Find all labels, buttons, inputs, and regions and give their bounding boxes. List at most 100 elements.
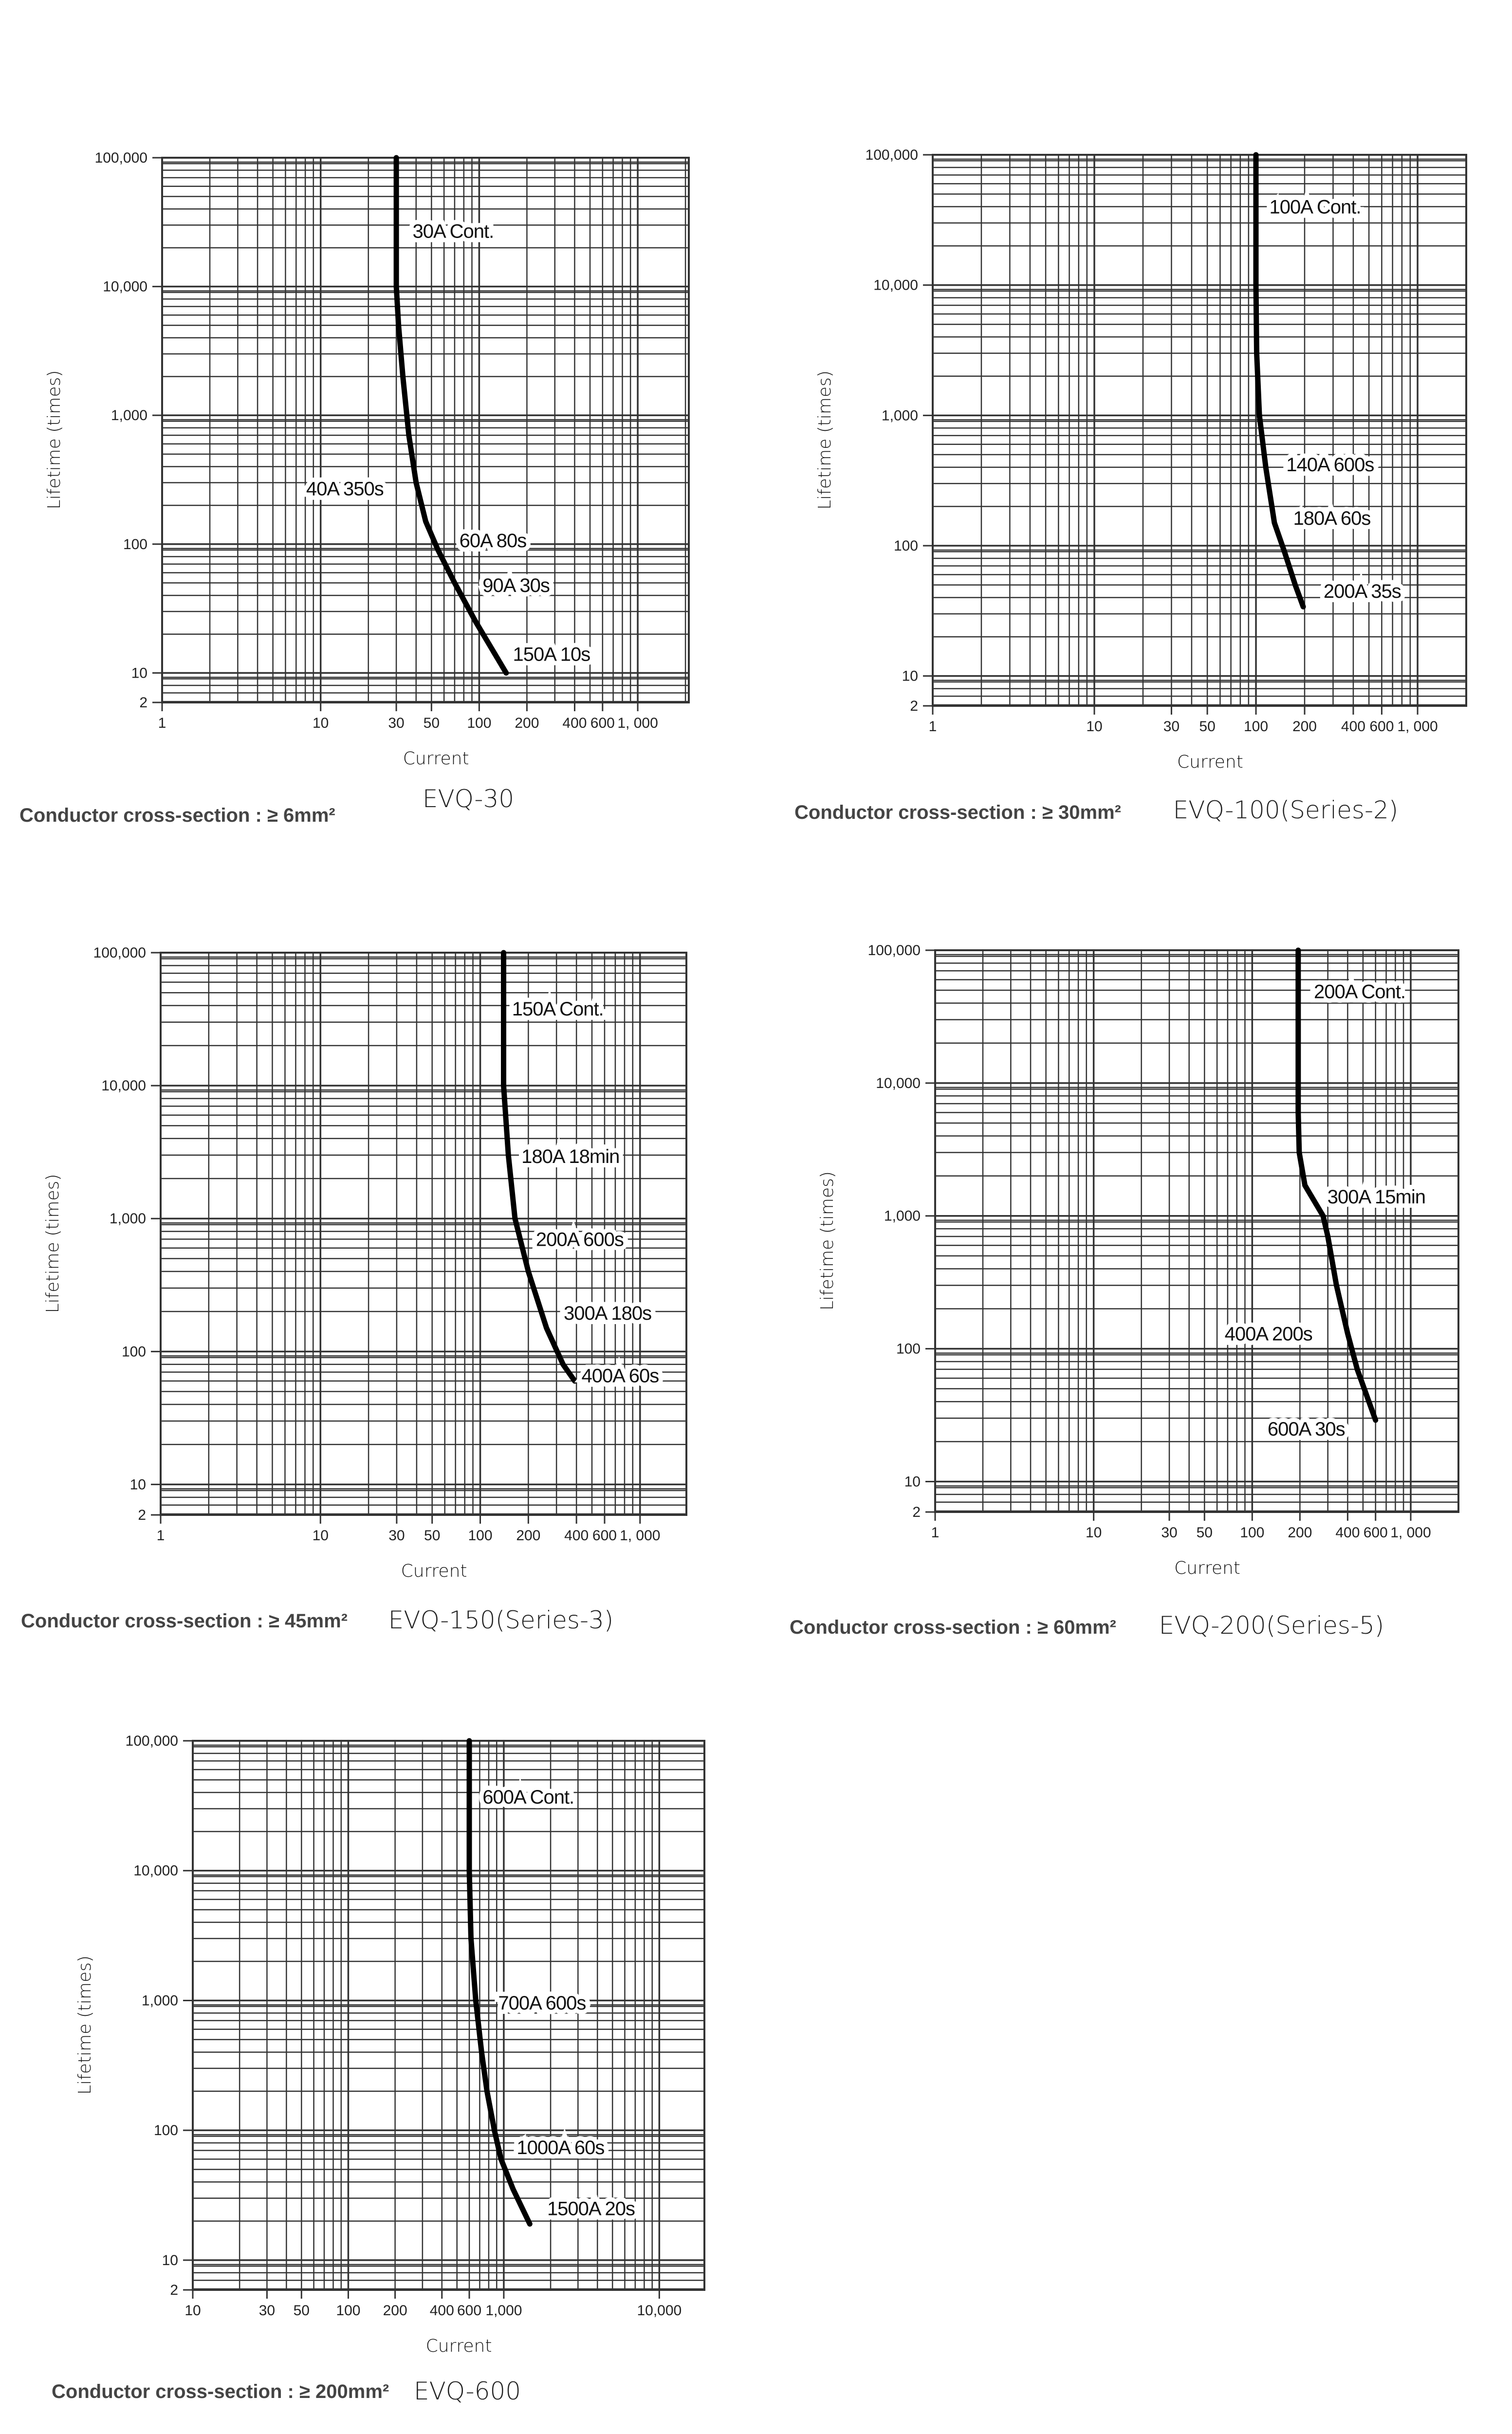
annotation-label: 400A 60s [581,1365,659,1387]
y-tick-label: 100,000 [868,942,921,959]
chart-title: EVQ-100(Series-2) [1173,796,1399,824]
annotation-label: 600A Cont. [482,1787,574,1808]
y-tick-label: 10,000 [876,1075,921,1091]
x-tick-label: 50 [1197,1525,1213,1541]
y-tick-label: 2 [910,698,918,714]
x-axis-title: Current [401,1561,467,1581]
x-tick-label: 600 [592,1528,617,1544]
annotation-label: 300A 180s [564,1303,651,1324]
x-tick-label: 1 [158,715,166,731]
y-tick-label: 1,000 [111,407,148,424]
y-tick-label: 1,000 [882,407,918,424]
x-tick-label: 400 [1341,719,1365,735]
x-tick-label: 600 [457,2303,481,2319]
x-tick-label: 50 [294,2303,310,2319]
plot-frame [161,157,690,703]
annotation-label: 150A Cont. [512,998,604,1020]
conductor-caption: Conductor cross-section : ≥ 6mm² [19,805,335,826]
x-tick-label: 50 [424,715,440,731]
x-tick-label: 200 [1292,719,1317,735]
y-tick-label: 10 [131,665,148,681]
x-tick-label: 100 [467,715,491,731]
y-tick-label: 100,000 [95,150,148,166]
series-line-EVQ-100 [1253,152,1306,609]
grid [932,154,1467,706]
x-tick-label: 100 [1244,719,1268,735]
annotation-label: 1500A 20s [547,2198,635,2220]
x-tick-label: 1, 000 [1397,719,1438,735]
chart-3: 100,000 10,000 1,000 100 10 21 10 30 50 100 200 400… [21,945,687,1634]
annotation-label: 400A 200s [1225,1324,1312,1345]
y-tick-label: 10,000 [133,1863,178,1879]
x-tick-label: 600 [1364,1525,1388,1541]
y-tick-label: 100,000 [866,147,918,163]
chart-2: 100,000 10,000 1,000 100 10 21 10 30 50 100 200 400… [794,147,1467,824]
plot-frame [160,952,687,1516]
chart-1: 100,000 10,000 1,000 100 10 21 10 30 50 100 200 400… [19,150,690,826]
grid [934,949,1459,1512]
x-tick-label: 1, 000 [617,715,658,731]
annotation-label: 140A 600s [1286,454,1374,476]
series-line-EVQ-30 [393,155,509,676]
annotation-label: 700A 600s [498,1992,586,2014]
y-tick-label: 2 [912,1504,921,1520]
chart-title: EVQ-600 [414,2377,521,2405]
annotation-label: 180A 60s [1293,508,1371,529]
conductor-caption: Conductor cross-section : ≥ 30mm² [794,802,1121,823]
y-tick-label: 10 [904,1474,921,1490]
y-tick-label: 10 [162,2252,178,2268]
x-tick-label: 10 [184,2303,201,2319]
plot-frame [934,949,1459,1513]
series-line-EVQ-200 [1295,947,1379,1423]
annotation-label: 40A 350s [306,479,384,500]
x-tick-label: 30 [259,2303,275,2319]
x-tick-label: 1, 000 [620,1528,660,1544]
conductor-caption: Conductor cross-section : ≥ 200mm² [52,2381,389,2402]
conductor-caption: Conductor cross-section : ≥ 60mm² [790,1617,1116,1638]
x-tick-label: 200 [515,715,539,731]
x-tick-label: 1, 000 [1390,1525,1431,1541]
x-tick-label: 400 [564,1528,589,1544]
x-tick-label: 10 [313,1528,329,1544]
annotation-label: 60A 80s [460,530,527,552]
y-tick-label: 100,000 [126,1733,178,1749]
x-tick-label: 200 [383,2303,407,2319]
conductor-caption: Conductor cross-section : ≥ 45mm² [21,1610,348,1632]
annotation-label: 200A 600s [536,1229,624,1251]
y-axis-title: Lifetime (times) [44,370,64,510]
annotation-label: 150A 10s [513,644,590,665]
y-tick-label: 10 [902,668,918,684]
x-tick-label: 10 [313,715,329,731]
x-tick-label: 100 [336,2303,360,2319]
x-tick-label: 10,000 [637,2303,682,2319]
y-tick-label: 10,000 [101,1078,146,1094]
y-tick-label: 100 [123,536,148,553]
x-tick-label: 600 [1369,719,1394,735]
x-tick-label: 100 [468,1528,492,1544]
y-tick-label: 10 [130,1476,146,1493]
chart-title: EVQ-30 [423,785,514,813]
x-axis-title: Current [426,2336,492,2356]
x-tick-label: 10 [1086,719,1102,735]
x-tick-label: 30 [388,1528,405,1544]
x-tick-label: 200 [516,1528,540,1544]
y-tick-label: 1,000 [142,1992,178,2009]
annotation-label: 100A Cont. [1270,197,1361,218]
x-tick-label: 600 [590,715,615,731]
x-tick-label: 1 [157,1528,165,1544]
plot-frame [192,1740,705,2291]
x-tick-label: 50 [424,1528,440,1544]
y-tick-label: 2 [139,695,148,711]
y-tick-label: 100 [896,1341,921,1357]
x-axis-title: Current [403,749,469,769]
y-axis-title: Lifetime (times) [815,370,835,510]
y-tick-label: 100 [894,538,918,554]
x-axis-title: Current [1177,752,1243,772]
y-axis-title: Lifetime (times) [75,1955,95,2095]
chart-4: 100,000 10,000 1,000 100 10 21 10 30 50 100 200 400… [790,942,1459,1640]
y-tick-label: 1,000 [884,1208,921,1224]
annotation-label: 90A 30s [482,575,550,596]
